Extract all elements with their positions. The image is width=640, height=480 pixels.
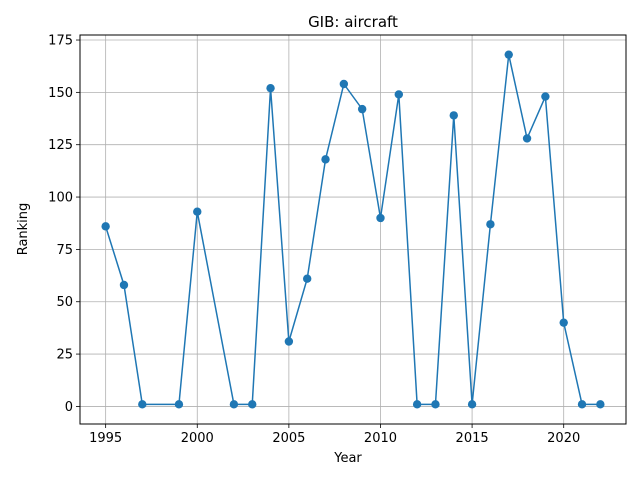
plot-frame	[79, 34, 627, 425]
data-point	[119, 280, 129, 290]
data-point	[193, 207, 202, 216]
data-point	[302, 274, 312, 283]
data-point	[229, 400, 239, 409]
data-point	[467, 400, 477, 409]
data-point	[248, 400, 257, 409]
y-tick-label: 50	[56, 295, 73, 310]
series-line	[104, 54, 601, 406]
x-tick-label: 2005	[272, 431, 305, 446]
data-point	[174, 400, 184, 409]
data-point	[431, 400, 440, 409]
data-point	[321, 155, 330, 164]
data-point	[376, 213, 385, 223]
y-tick-label: 125	[48, 138, 73, 153]
data-point	[577, 400, 587, 409]
y-axis-ticks: 0 25 50 75 100 125 150 175	[48, 34, 80, 415]
data-point	[559, 318, 568, 327]
x-tick-label: 2000	[181, 431, 214, 446]
y-tick-label: 25	[56, 348, 73, 363]
data-point	[412, 400, 422, 409]
data-point	[486, 220, 495, 229]
x-tick-label: 1995	[89, 431, 122, 446]
x-axis-ticks: 1995 2000 2005 2010 2015 2020	[89, 424, 580, 446]
data-point	[596, 400, 605, 409]
data-point	[504, 50, 513, 59]
data-point	[138, 400, 147, 409]
x-tick-label: 2020	[547, 431, 580, 446]
data-point	[284, 337, 294, 346]
data-point	[394, 90, 404, 99]
data-point	[266, 83, 275, 93]
y-tick-label: 0	[65, 400, 73, 415]
y-axis-label: Ranking	[16, 203, 31, 256]
grid	[80, 35, 626, 424]
y-tick-label: 175	[48, 34, 73, 49]
data-point	[101, 222, 110, 231]
data-point	[522, 134, 532, 143]
x-tick-label: 2010	[364, 431, 397, 446]
data-series	[101, 50, 605, 409]
x-axis-label: Year	[333, 451, 362, 466]
y-tick-label: 150	[48, 86, 73, 101]
data-point	[339, 79, 349, 89]
data-point	[541, 92, 550, 101]
data-point	[357, 104, 367, 114]
data-point	[449, 111, 458, 120]
y-tick-label: 100	[48, 191, 73, 206]
x-tick-label: 2015	[456, 431, 489, 446]
y-tick-label: 75	[56, 243, 73, 258]
chart-title: GIB: aircraft	[308, 13, 398, 31]
